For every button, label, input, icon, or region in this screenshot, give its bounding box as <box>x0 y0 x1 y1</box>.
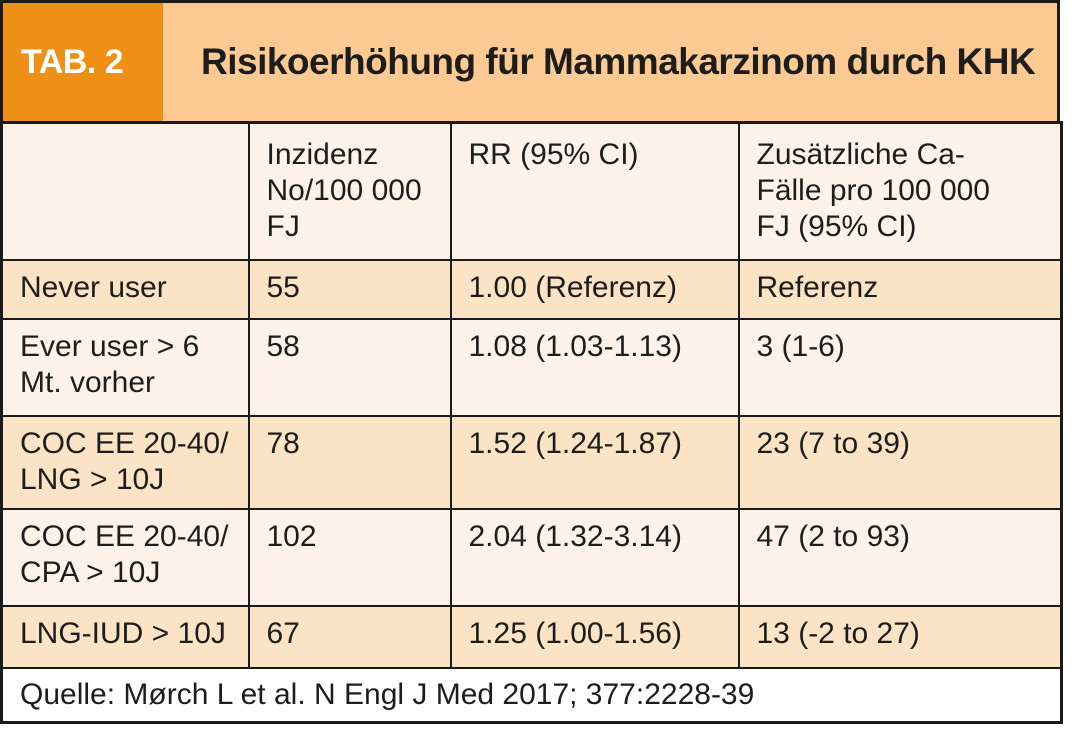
inzidenz-cell: 55 <box>247 258 452 320</box>
row-label-cell: Ever user > 6 Mt. vorher <box>0 317 250 417</box>
row-label-cell: LNG-IUD > 10J <box>0 604 250 669</box>
rr-cell: 1.00 (Referenz) <box>449 258 740 320</box>
column-header-rr: RR (95% CI) <box>449 121 740 261</box>
page-title: Risikoerhöhung für Mammakarzinom durch K… <box>201 41 1036 82</box>
title-band: TAB. 2 Risikoerhöhung für Mammakarzinom … <box>0 0 1060 121</box>
inzidenz-cell: 58 <box>247 317 452 417</box>
table-row: Ever user > 6 Mt. vorher 58 1.08 (1.03-1… <box>0 317 1063 417</box>
column-header-empty <box>0 121 250 261</box>
tab-badge: TAB. 2 <box>3 3 163 121</box>
table-figure: TAB. 2 Risikoerhöhung für Mammakarzinom … <box>0 0 1063 724</box>
row-label-cell: COC EE 20-40/ LNG > 10J <box>0 414 250 510</box>
rr-cell: 1.25 (1.00-1.56) <box>449 604 740 669</box>
cases-cell: 13 (-2 to 27) <box>737 604 1063 669</box>
row-label-cell: COC EE 20-40/ CPA > 10J <box>0 507 250 607</box>
table-row: COC EE 20-40/ CPA > 10J 102 2.04 (1.32-3… <box>0 507 1063 607</box>
rr-cell: 1.08 (1.03-1.13) <box>449 317 740 417</box>
table-row: Never user 55 1.00 (Referenz) Referenz <box>0 258 1063 320</box>
column-header-cases: Zusätzliche Ca- Fälle pro 100 000 FJ (95… <box>737 121 1063 261</box>
header-row: Inzidenz No/100 000 FJ RR (95% CI) Zusät… <box>0 121 1063 261</box>
inzidenz-cell: 78 <box>247 414 452 510</box>
data-table: Inzidenz No/100 000 FJ RR (95% CI) Zusät… <box>0 121 1063 724</box>
cases-cell: 23 (7 to 39) <box>737 414 1063 510</box>
inzidenz-cell: 102 <box>247 507 452 607</box>
cases-cell: 47 (2 to 93) <box>737 507 1063 607</box>
source-row: Quelle: Mørch L et al. N Engl J Med 2017… <box>0 666 1063 724</box>
inzidenz-cell: 67 <box>247 604 452 669</box>
cases-cell: 3 (1-6) <box>737 317 1063 417</box>
cases-cell: Referenz <box>737 258 1063 320</box>
rr-cell: 1.52 (1.24-1.87) <box>449 414 740 510</box>
table-row: LNG-IUD > 10J 67 1.25 (1.00-1.56) 13 (-2… <box>0 604 1063 669</box>
source-note: Quelle: Mørch L et al. N Engl J Med 2017… <box>0 666 1063 724</box>
table-row: COC EE 20-40/ LNG > 10J 78 1.52 (1.24-1.… <box>0 414 1063 510</box>
rr-cell: 2.04 (1.32-3.14) <box>449 507 740 607</box>
column-header-inzidenz: Inzidenz No/100 000 FJ <box>247 121 452 261</box>
row-label-cell: Never user <box>0 258 250 320</box>
